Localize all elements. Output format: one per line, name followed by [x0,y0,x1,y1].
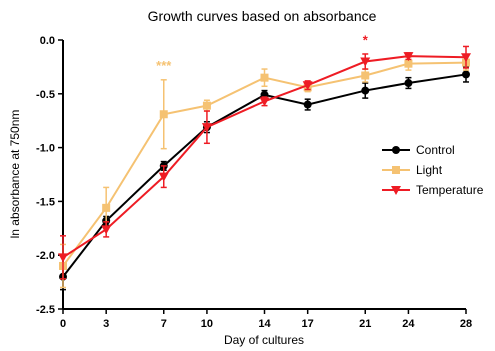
legend-marker [392,146,400,154]
legend-marker [392,166,400,174]
data-point [404,79,413,88]
legend-marker [391,186,401,195]
legend-label: Control [416,143,455,157]
x-tick-label: 17 [302,318,314,330]
data-point [101,225,112,235]
axes: 0.0 -0.5 -1.0 -1.5 -2.0 -2.5 0 3 7 10 14 17 21 24 28 [36,35,472,330]
y-tick-label: -2.0 [36,250,55,262]
data-point [361,71,370,80]
x-tick-label: 3 [103,318,109,330]
y-tick-label: -0.5 [36,89,55,101]
legend-item-light: Light [382,163,443,177]
data-point [202,101,211,110]
x-tick-label: 21 [359,318,371,330]
data-point [260,73,269,82]
x-tick-label: 0 [60,318,66,330]
data-point [403,52,414,62]
significance-marker: * [363,32,369,47]
series-temperature [58,45,471,280]
data-point [404,59,413,68]
y-axis-label: ln absorbance at 750nm [8,110,22,239]
y-tick-label: -1.0 [36,143,55,155]
x-tick-label: 10 [201,318,213,330]
data-point [259,97,270,107]
data-point [58,253,68,263]
x-tick-label: 14 [258,318,271,330]
legend-item-temperature: Temperature [382,183,484,197]
data-point [201,123,212,133]
data-point [102,203,111,212]
legend: Control Light Temperature [382,143,484,197]
data-point [461,53,471,63]
x-tick-label: 24 [402,318,415,330]
y-tick-label: -1.5 [36,196,55,208]
data-point [361,86,370,95]
data-point [462,70,470,79]
x-axis-label: Day of cultures [224,333,304,347]
significance-marker: *** [156,58,172,73]
x-tick-label: 7 [161,318,167,330]
data-point [159,110,168,119]
legend-label: Temperature [416,183,484,197]
data-point [303,100,312,109]
y-tick-label: -2.5 [36,304,55,316]
data-point [158,172,169,182]
legend-item-control: Control [382,143,455,157]
plot-area: **** [58,32,471,291]
legend-label: Light [416,163,443,177]
data-point [360,57,371,67]
x-tick-label: 28 [460,318,472,330]
data-point [302,81,313,91]
chart-title: Growth curves based on absorbance [148,8,377,24]
y-tick-label: 0.0 [40,35,55,47]
